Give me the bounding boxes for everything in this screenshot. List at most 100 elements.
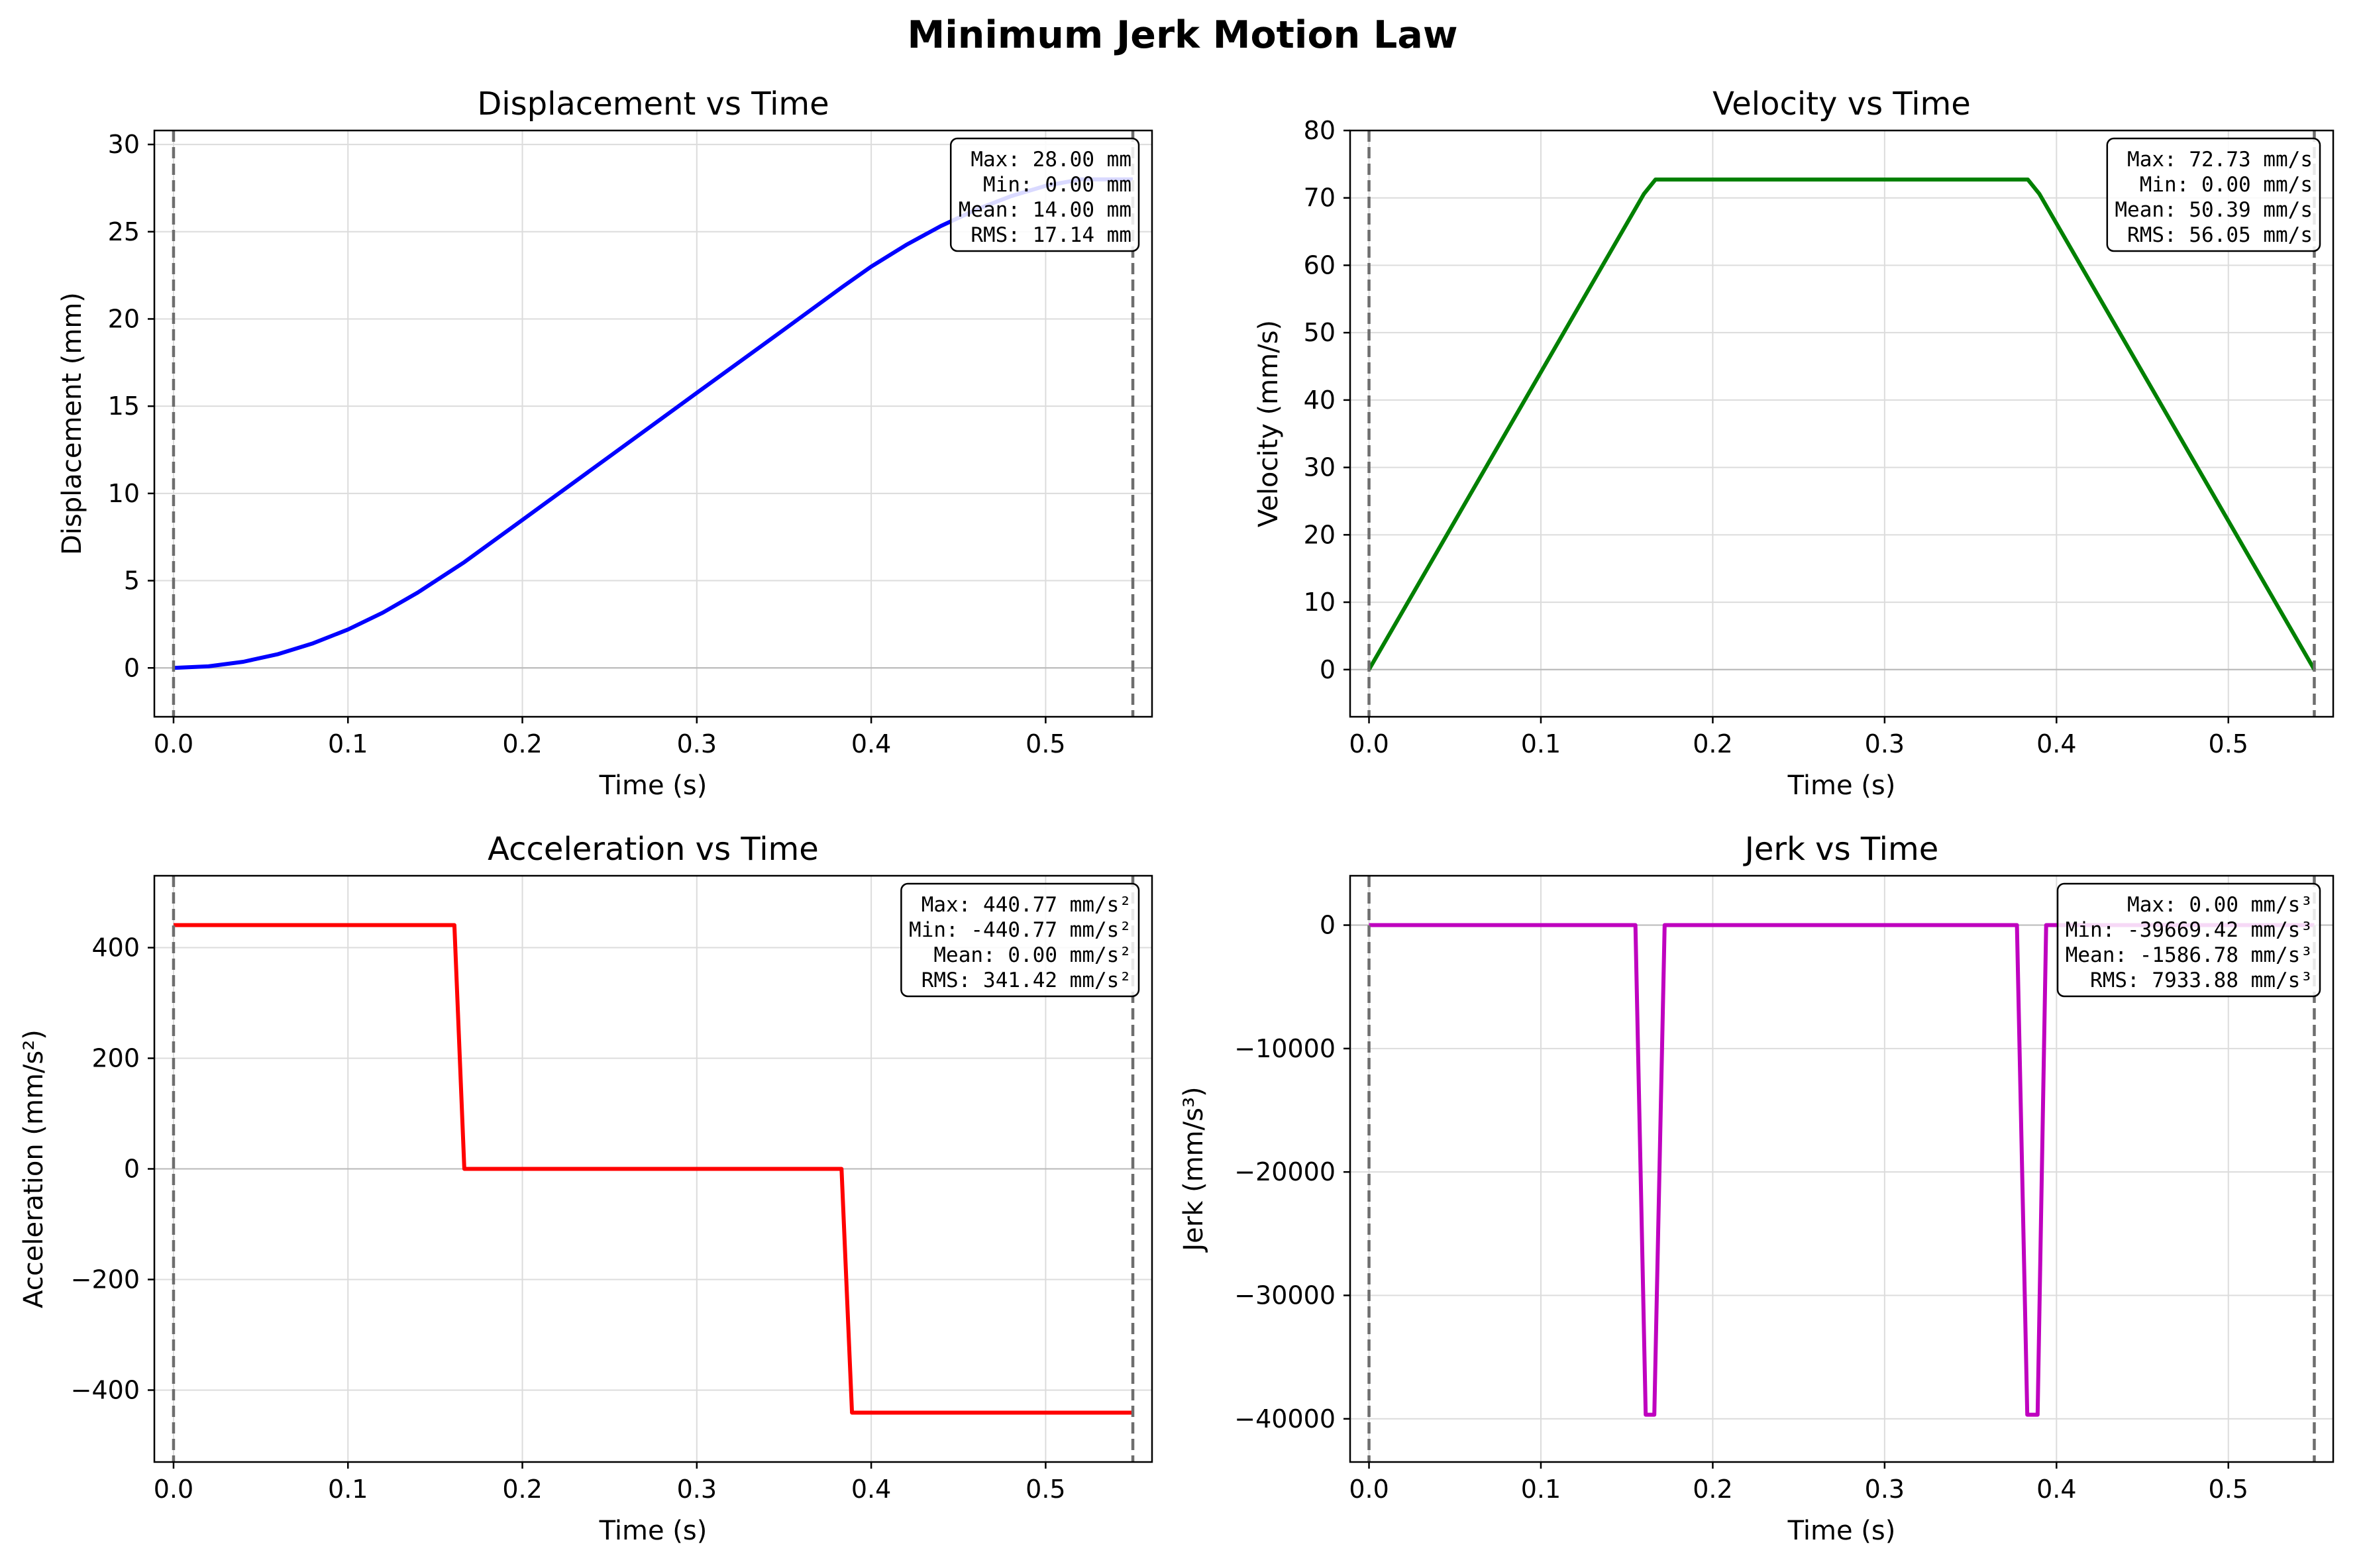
x-tick-label: 0.2 — [1693, 729, 1732, 758]
stats-box-frame — [900, 882, 1140, 998]
y-tick-label: 5 — [124, 566, 140, 596]
x-tick-label: 0.1 — [328, 1475, 368, 1504]
x-tick-label: 0.4 — [851, 729, 891, 758]
y-axis-label: Jerk (mm/s³) — [1179, 1086, 1209, 1253]
x-tick-label: 0.4 — [851, 1475, 891, 1504]
x-axis-label: Time (s) — [599, 770, 708, 801]
y-tick-label: 60 — [1304, 250, 1336, 280]
y-tick-label: 0 — [124, 653, 140, 682]
x-tick-label: 0.5 — [1025, 729, 1065, 758]
stats-line: Mean: 50.39 mm/s — [2115, 198, 2313, 222]
x-tick-label: 0.1 — [1521, 1475, 1561, 1504]
x-tick-label: 0.0 — [1349, 729, 1389, 758]
y-tick-label: −200 — [71, 1265, 140, 1294]
y-tick-label: −20000 — [1234, 1157, 1336, 1186]
y-tick-label: 400 — [91, 933, 140, 963]
y-tick-label: 20 — [108, 304, 140, 333]
x-tick-label: 0.2 — [1693, 1475, 1732, 1504]
panel-title: Velocity vs Time — [1712, 85, 1971, 123]
x-axis-label: Time (s) — [1787, 1516, 1896, 1546]
x-axis-label: Time (s) — [1787, 770, 1896, 801]
y-tick-label: 0 — [1320, 655, 1336, 684]
x-tick-label: 0.3 — [1865, 729, 1905, 758]
stats-line: Mean: 0.00 mm/s² — [933, 943, 1131, 967]
x-tick-label: 0.0 — [1349, 1475, 1389, 1504]
stats-line: RMS: 341.42 mm/s² — [921, 968, 1131, 992]
y-tick-label: 30 — [108, 130, 140, 159]
chart-panel-4: 0.0 0.1 0.2 0.3 0.4 0.5 −40000 −30000 −20000 −100… — [1179, 831, 2335, 1546]
y-tick-label: 0 — [1320, 911, 1336, 940]
stats-line: RMS: 17.14 mm — [971, 223, 1131, 247]
stats-line: Max: 28.00 mm — [971, 148, 1131, 172]
panel-title: Jerk vs Time — [1743, 831, 1939, 868]
stats-line: Min: -440.77 mm/s² — [909, 918, 1131, 942]
x-tick-label: 0.3 — [1865, 1475, 1905, 1504]
chart-panel-3: 0.0 0.1 0.2 0.3 0.4 0.5 −400 −200 0 200 400 Acceler… — [19, 831, 1153, 1546]
y-tick-label: 15 — [108, 392, 140, 421]
axes-frame — [1349, 874, 2335, 1463]
axes-frame — [1349, 129, 2335, 718]
stats-line: Max: 440.77 mm/s² — [921, 893, 1131, 917]
x-tick-label: 0.2 — [502, 729, 542, 758]
chart-panel-1: 0.0 0.1 0.2 0.3 0.4 0.5 0 5 10 15 20 25 30 Displaceme… — [57, 85, 1153, 801]
x-tick-label: 0.0 — [154, 1475, 193, 1504]
x-axis-label: Time (s) — [599, 1516, 708, 1546]
stats-line: Min: -39669.42 mm/s³ — [2066, 918, 2313, 942]
panel-title: Displacement vs Time — [477, 85, 829, 123]
series-line — [1369, 923, 2315, 1417]
panel-title: Acceleration vs Time — [488, 831, 819, 868]
x-tick-label: 0.4 — [2036, 1475, 2076, 1504]
stats-line: Mean: 14.00 mm — [959, 198, 1131, 222]
y-tick-label: −400 — [71, 1375, 140, 1404]
stats-box-frame — [949, 137, 1140, 252]
axes-frame — [153, 129, 1153, 718]
stats-line: Min: 0.00 mm/s — [2140, 173, 2313, 197]
y-axis-label: Acceleration (mm/s²) — [19, 1029, 49, 1308]
x-tick-label: 0.1 — [328, 729, 368, 758]
y-tick-label: 10 — [108, 479, 140, 508]
x-tick-label: 0.2 — [502, 1475, 542, 1504]
y-axis-label: Displacement (mm) — [57, 292, 87, 555]
stats-line: RMS: 56.05 mm/s — [2127, 223, 2313, 247]
chart-panel-2: 0.0 0.1 0.2 0.3 0.4 0.5 0 10 20 30 40 50 60 70 80 Veloc… — [1253, 85, 2335, 801]
x-tick-label: 0.5 — [2209, 729, 2248, 758]
x-tick-label: 0.3 — [677, 729, 717, 758]
y-axis-label: Velocity (mm/s) — [1253, 320, 1284, 527]
series-line — [1367, 178, 2317, 671]
x-tick-label: 0.5 — [1025, 1475, 1065, 1504]
y-tick-label: 70 — [1304, 183, 1336, 213]
y-tick-label: 25 — [108, 217, 140, 246]
y-tick-label: −30000 — [1234, 1281, 1336, 1310]
x-tick-label: 0.4 — [2036, 729, 2076, 758]
x-tick-label: 0.1 — [1521, 729, 1561, 758]
y-tick-label: 30 — [1304, 453, 1336, 482]
stats-line: Mean: -1586.78 mm/s³ — [2066, 943, 2313, 967]
stats-line: Max: 0.00 mm/s³ — [2127, 893, 2313, 917]
figure-title: Minimum Jerk Motion Law — [907, 13, 1457, 57]
y-tick-label: −10000 — [1234, 1034, 1336, 1063]
y-tick-label: 20 — [1304, 520, 1336, 549]
y-tick-label: 40 — [1304, 386, 1336, 415]
panels: 0.0 0.1 0.2 0.3 0.4 0.5 0 5 10 15 20 25 30 Displaceme… — [19, 85, 2335, 1546]
stats-box-frame — [2106, 137, 2321, 252]
x-tick-label: 0.0 — [154, 729, 193, 758]
y-tick-label: −40000 — [1234, 1404, 1336, 1434]
x-tick-label: 0.3 — [677, 1475, 717, 1504]
y-tick-label: 0 — [124, 1155, 140, 1184]
stats-box-frame — [2056, 882, 2321, 998]
y-tick-label: 80 — [1304, 116, 1336, 145]
x-tick-label: 0.5 — [2209, 1475, 2248, 1504]
series-line — [174, 923, 1133, 1415]
y-tick-label: 200 — [91, 1044, 140, 1073]
stats-line: Min: 0.00 mm — [983, 173, 1131, 197]
y-tick-label: 10 — [1304, 588, 1336, 617]
stats-line: Max: 72.73 mm/s — [2127, 148, 2313, 172]
y-tick-label: 50 — [1304, 318, 1336, 347]
stats-line: RMS: 7933.88 mm/s³ — [2090, 968, 2313, 992]
